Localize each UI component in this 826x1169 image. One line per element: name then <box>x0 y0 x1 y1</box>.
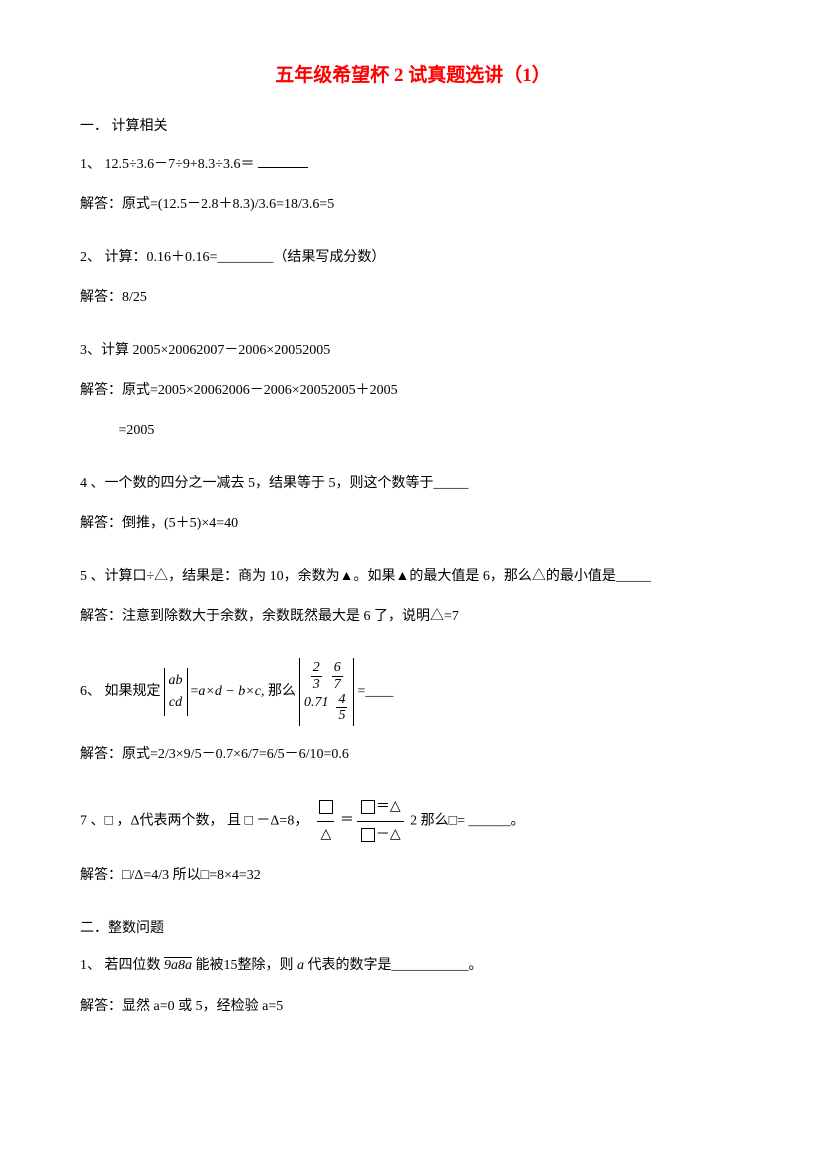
q6-prefix: 6、 如果规定 <box>80 681 161 703</box>
q2-1-var: a <box>297 958 304 973</box>
q2-1-text-d: 代表的数字是___________。 <box>308 958 483 973</box>
question-1: 1、 12.5÷3.6－7÷9+8.3÷3.6＝ <box>80 153 746 176</box>
q7-prefix: 7 、□ ，Δ代表两个数， 且 □ －Δ=8， <box>80 814 308 829</box>
det1-row1: ab <box>169 670 183 692</box>
answer-3-line2: =2005 <box>80 420 746 442</box>
section-1-heading: 一． 计算相关 <box>80 115 746 135</box>
q6-then: , 那么 <box>261 681 296 703</box>
answer-1: 解答：原式=(12.5－2.8＋8.3)/3.6=18/3.6=5 <box>80 194 746 216</box>
answer-3-line1: 解答：原式=2005×20062006－2006×20052005＋2005 <box>80 380 746 402</box>
question-2-1: 1、 若四位数 9a8a 能被15整除，则 a 代表的数字是__________… <box>80 955 746 977</box>
square-icon <box>319 800 333 814</box>
triangle-icon: △ <box>320 824 331 846</box>
answer-5: 解答：注意到除数大于余数，余数既然最大是 6 了，说明△=7 <box>80 606 746 628</box>
frac-1: △ <box>315 796 337 846</box>
triangle-icon: △ <box>390 824 401 846</box>
question-6: 6、 如果规定 ab cd = a×d − b×c , 那么 23 67 0.7… <box>80 658 746 726</box>
question-4: 4 、一个数的四分之一减去 5，结果等于 5，则这个数等于_____ <box>80 473 746 495</box>
square-icon <box>361 828 375 842</box>
q2-1-prefix: 1、 <box>80 958 101 973</box>
q1-prefix: 1、 <box>80 157 101 172</box>
answer-2-1: 解答：显然 a=0 或 5，经检验 a=5 <box>80 996 746 1018</box>
determinant-abcd: ab cd <box>164 668 188 717</box>
q6-eq2: =____ <box>357 681 393 703</box>
question-7: 7 、□ ，Δ代表两个数， 且 □ －Δ=8， △ ＝ ＝△ －△ 2 那么□=… <box>80 796 746 847</box>
page-title: 五年级希望杯 2 试真题选讲（1） <box>80 60 746 87</box>
section-2-heading: 二．整数问题 <box>80 917 746 937</box>
q2-1-text-a: 若四位数 <box>105 958 165 973</box>
q2-1-text-b: 能被15整除，则 <box>196 958 298 973</box>
document-page: 五年级希望杯 2 试真题选讲（1） 一． 计算相关 1、 12.5÷3.6－7÷… <box>0 0 826 1076</box>
question-5: 5 、计算口÷△，结果是：商为 10，余数为▲。如果▲的最大值是 6，那么△的最… <box>80 566 746 588</box>
q6-eq1: = <box>191 681 199 703</box>
frac-2: ＝△ －△ <box>357 796 404 847</box>
q7-suffix: 2 那么□= ______。 <box>410 814 524 829</box>
q2-1-number: 9a8a <box>164 958 192 973</box>
triangle-icon: △ <box>390 796 401 818</box>
answer-7: 解答：□/Δ=4/3 所以□=8×4=32 <box>80 865 746 887</box>
question-2: 2、 计算：0.16＋0.16=________（结果写成分数） <box>80 247 746 269</box>
question-3: 3、计算 2005×20062007－2006×20052005 <box>80 340 746 362</box>
q6-formula: a×d − b×c <box>198 681 261 703</box>
det1-row2: cd <box>169 692 182 714</box>
answer-4: 解答：倒推，(5＋5)×4=40 <box>80 513 746 535</box>
determinant-values: 23 67 0.71 45 <box>299 658 355 726</box>
square-icon <box>361 800 375 814</box>
q1-blank <box>258 153 308 168</box>
answer-2: 解答：8/25 <box>80 287 746 309</box>
q1-expression: 12.5÷3.6－7÷9+8.3÷3.6＝ <box>105 157 255 172</box>
answer-6: 解答：原式=2/3×9/5－0.7×6/7=6/5－6/10=0.6 <box>80 744 746 766</box>
